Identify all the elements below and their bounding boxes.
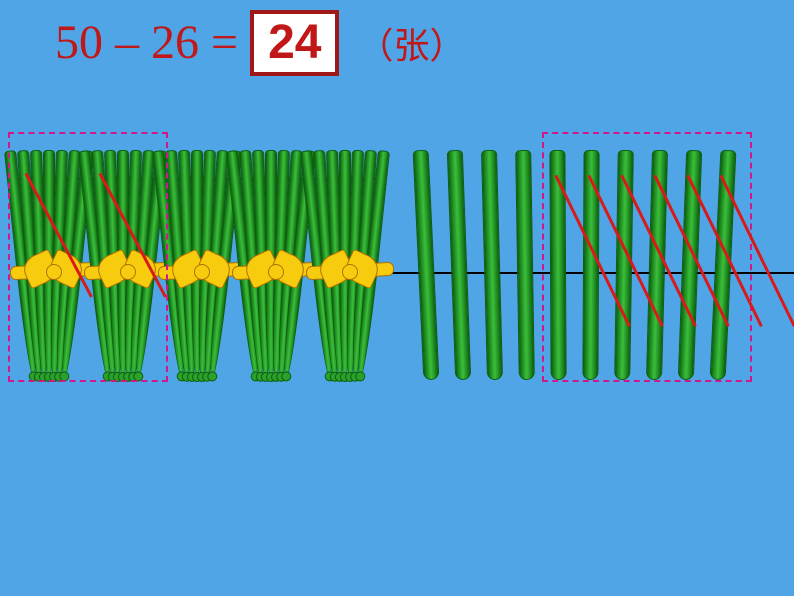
stick-bundle	[312, 150, 387, 380]
stick-bundle	[238, 150, 313, 380]
loose-stick	[481, 150, 503, 380]
ribbon-icon	[306, 250, 392, 300]
equation-row: 50 – 26 = 24 （张）	[55, 10, 465, 76]
equals-sign: =	[211, 15, 238, 70]
loose-stick	[413, 150, 440, 380]
stick-bundle	[164, 150, 239, 380]
loose-stick	[447, 150, 471, 380]
operand-left: 50	[55, 15, 103, 70]
operator-minus: –	[115, 15, 139, 70]
sticks-diagram	[0, 150, 794, 410]
answer-box: 24	[250, 10, 339, 76]
loose-stick	[515, 150, 535, 380]
operand-right: 26	[151, 15, 199, 70]
selection-box-ones	[542, 132, 752, 382]
unit-label: （张）	[357, 17, 465, 69]
stage: 50 – 26 = 24 （张）	[0, 0, 794, 596]
